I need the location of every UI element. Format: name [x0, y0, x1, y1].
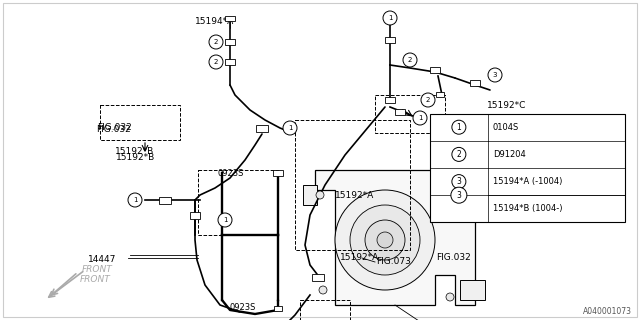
Text: 2: 2 [214, 39, 218, 45]
Text: 15192*B: 15192*B [116, 154, 156, 163]
Circle shape [209, 35, 223, 49]
Text: FIG.032: FIG.032 [96, 125, 131, 134]
Bar [430, 114, 625, 222]
Circle shape [365, 220, 405, 260]
Circle shape [319, 286, 327, 294]
Circle shape [128, 193, 142, 207]
Text: 1: 1 [132, 197, 137, 203]
Text: 2: 2 [426, 97, 430, 103]
Circle shape [403, 53, 417, 67]
Text: 1: 1 [418, 115, 422, 121]
Circle shape [316, 191, 324, 199]
Circle shape [452, 148, 466, 161]
Text: FRONT: FRONT [80, 276, 111, 284]
Text: 14447: 14447 [88, 255, 116, 265]
Bar [440, 158, 470, 172]
Bar [460, 280, 485, 300]
Text: 15192*A: 15192*A [335, 190, 374, 199]
Text: 15192*A: 15192*A [340, 253, 380, 262]
Bar [312, 274, 324, 281]
Text: 2: 2 [408, 57, 412, 63]
Text: 3: 3 [456, 191, 461, 200]
Bar [274, 306, 282, 310]
Circle shape [451, 187, 467, 203]
Text: FRONT: FRONT [82, 266, 113, 275]
Bar [430, 67, 440, 73]
Text: 1: 1 [223, 217, 227, 223]
Bar [273, 170, 283, 176]
Bar [225, 15, 235, 20]
Bar [225, 59, 235, 65]
Bar [256, 124, 268, 132]
Bar [385, 37, 395, 43]
Text: 0923S: 0923S [230, 303, 257, 313]
Text: FIG.032: FIG.032 [436, 253, 471, 262]
Text: A040001073: A040001073 [583, 307, 632, 316]
Text: 1: 1 [456, 123, 461, 132]
Bar [225, 39, 235, 45]
Circle shape [335, 190, 435, 290]
Circle shape [283, 121, 297, 135]
Text: 15192*C: 15192*C [487, 100, 526, 109]
Text: 15194*B (1004-): 15194*B (1004-) [493, 204, 562, 213]
Circle shape [421, 93, 435, 107]
Text: FIG.073: FIG.073 [376, 258, 411, 267]
Text: 2: 2 [456, 150, 461, 159]
Circle shape [452, 120, 466, 134]
Bar [190, 212, 200, 219]
Bar [445, 150, 465, 160]
Text: 2: 2 [214, 59, 218, 65]
Circle shape [350, 205, 420, 275]
Circle shape [383, 11, 397, 25]
Bar [436, 92, 444, 97]
Circle shape [377, 232, 393, 248]
Bar [159, 196, 171, 204]
Text: 15192*B: 15192*B [115, 148, 154, 156]
Text: 0104S: 0104S [493, 123, 519, 132]
Bar [303, 185, 317, 205]
Text: 15194*A (-1004): 15194*A (-1004) [493, 177, 562, 186]
Polygon shape [315, 170, 475, 305]
Bar [385, 97, 395, 103]
Text: 3: 3 [493, 72, 497, 78]
Text: FIG.032: FIG.032 [97, 123, 132, 132]
Text: 0923S: 0923S [218, 170, 244, 179]
Bar [395, 109, 405, 115]
Circle shape [463, 196, 471, 204]
Text: 3: 3 [456, 177, 461, 186]
Circle shape [488, 68, 502, 82]
Circle shape [413, 111, 427, 125]
Text: 1: 1 [388, 15, 392, 21]
Bar [470, 80, 480, 86]
Circle shape [209, 55, 223, 69]
Circle shape [446, 293, 454, 301]
Circle shape [452, 175, 466, 188]
Text: 1: 1 [288, 125, 292, 131]
Text: 15194*A: 15194*A [195, 18, 234, 27]
Text: D91204: D91204 [493, 150, 525, 159]
Circle shape [218, 213, 232, 227]
